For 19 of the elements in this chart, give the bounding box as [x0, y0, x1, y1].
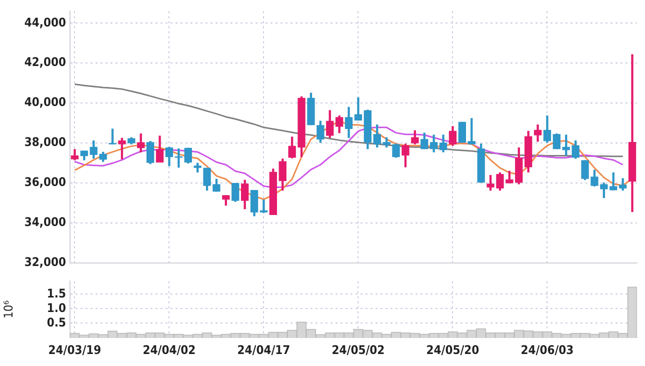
y-tick-label: 1.5: [46, 286, 66, 300]
x-tick-label: 24/06/03: [520, 342, 574, 357]
y-axis-title: 10⁶: [1, 300, 16, 318]
candlestick: [108, 128, 116, 144]
y-tick-label: 44,000: [24, 15, 66, 30]
y-tick-label: 34,000: [24, 214, 66, 229]
x-tick-label: 24/05/02: [332, 342, 385, 357]
x-tick-label: 24/05/20: [426, 342, 480, 357]
x-tick-label: 24/04/02: [142, 342, 196, 357]
y-tick-label: 0.5: [46, 315, 66, 330]
candlestick: [458, 122, 466, 143]
y-tick-label: 42,000: [24, 55, 66, 70]
y-tick-label: 36,000: [24, 175, 66, 190]
y-tick-label: 32,000: [24, 254, 66, 269]
x-tick-label: 24/03/19: [48, 342, 102, 357]
y-tick-label: 40,000: [24, 95, 66, 110]
y-tick-label: 1.0: [46, 300, 66, 315]
x-tick-label: 24/04/17: [237, 342, 290, 357]
y-tick-label: 38,000: [24, 135, 66, 150]
